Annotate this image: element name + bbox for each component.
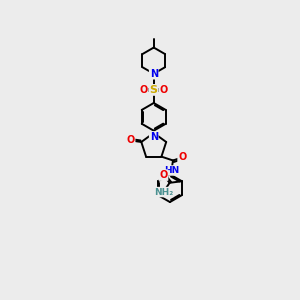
- Text: S: S: [150, 85, 158, 95]
- Text: O: O: [160, 85, 168, 95]
- Text: O: O: [140, 85, 148, 95]
- Text: N: N: [150, 69, 158, 79]
- Text: NH₂: NH₂: [154, 188, 173, 196]
- Text: O: O: [126, 135, 135, 146]
- Text: HN: HN: [164, 166, 179, 175]
- Text: O: O: [159, 170, 168, 180]
- Text: O: O: [178, 152, 186, 162]
- Text: N: N: [150, 132, 158, 142]
